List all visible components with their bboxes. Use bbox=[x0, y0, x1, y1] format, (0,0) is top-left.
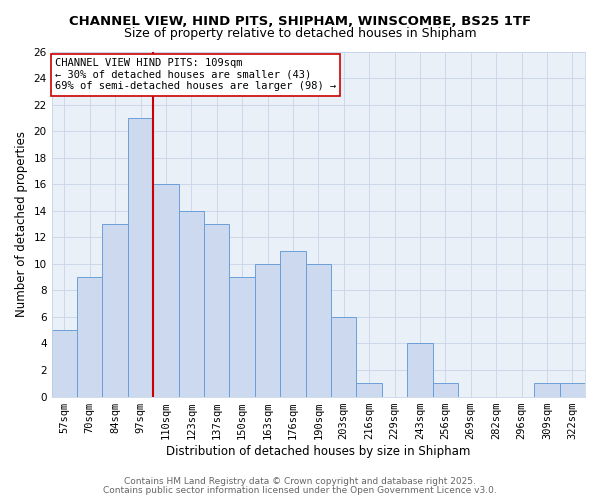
Bar bbox=[179, 211, 204, 396]
Bar bbox=[356, 384, 382, 396]
Bar bbox=[103, 224, 128, 396]
Bar bbox=[407, 344, 433, 396]
Text: CHANNEL VIEW HIND PITS: 109sqm
← 30% of detached houses are smaller (43)
69% of : CHANNEL VIEW HIND PITS: 109sqm ← 30% of … bbox=[55, 58, 336, 92]
Bar bbox=[560, 384, 585, 396]
X-axis label: Distribution of detached houses by size in Shipham: Distribution of detached houses by size … bbox=[166, 444, 470, 458]
Bar bbox=[433, 384, 458, 396]
Text: Contains HM Land Registry data © Crown copyright and database right 2025.: Contains HM Land Registry data © Crown c… bbox=[124, 477, 476, 486]
Bar bbox=[280, 250, 305, 396]
Bar bbox=[305, 264, 331, 396]
Bar bbox=[534, 384, 560, 396]
Bar bbox=[331, 317, 356, 396]
Bar bbox=[255, 264, 280, 396]
Text: Contains public sector information licensed under the Open Government Licence v3: Contains public sector information licen… bbox=[103, 486, 497, 495]
Bar bbox=[77, 277, 103, 396]
Text: CHANNEL VIEW, HIND PITS, SHIPHAM, WINSCOMBE, BS25 1TF: CHANNEL VIEW, HIND PITS, SHIPHAM, WINSCO… bbox=[69, 15, 531, 28]
Y-axis label: Number of detached properties: Number of detached properties bbox=[15, 131, 28, 317]
Bar bbox=[128, 118, 153, 396]
Bar bbox=[229, 277, 255, 396]
Bar bbox=[52, 330, 77, 396]
Bar bbox=[204, 224, 229, 396]
Bar bbox=[153, 184, 179, 396]
Text: Size of property relative to detached houses in Shipham: Size of property relative to detached ho… bbox=[124, 28, 476, 40]
